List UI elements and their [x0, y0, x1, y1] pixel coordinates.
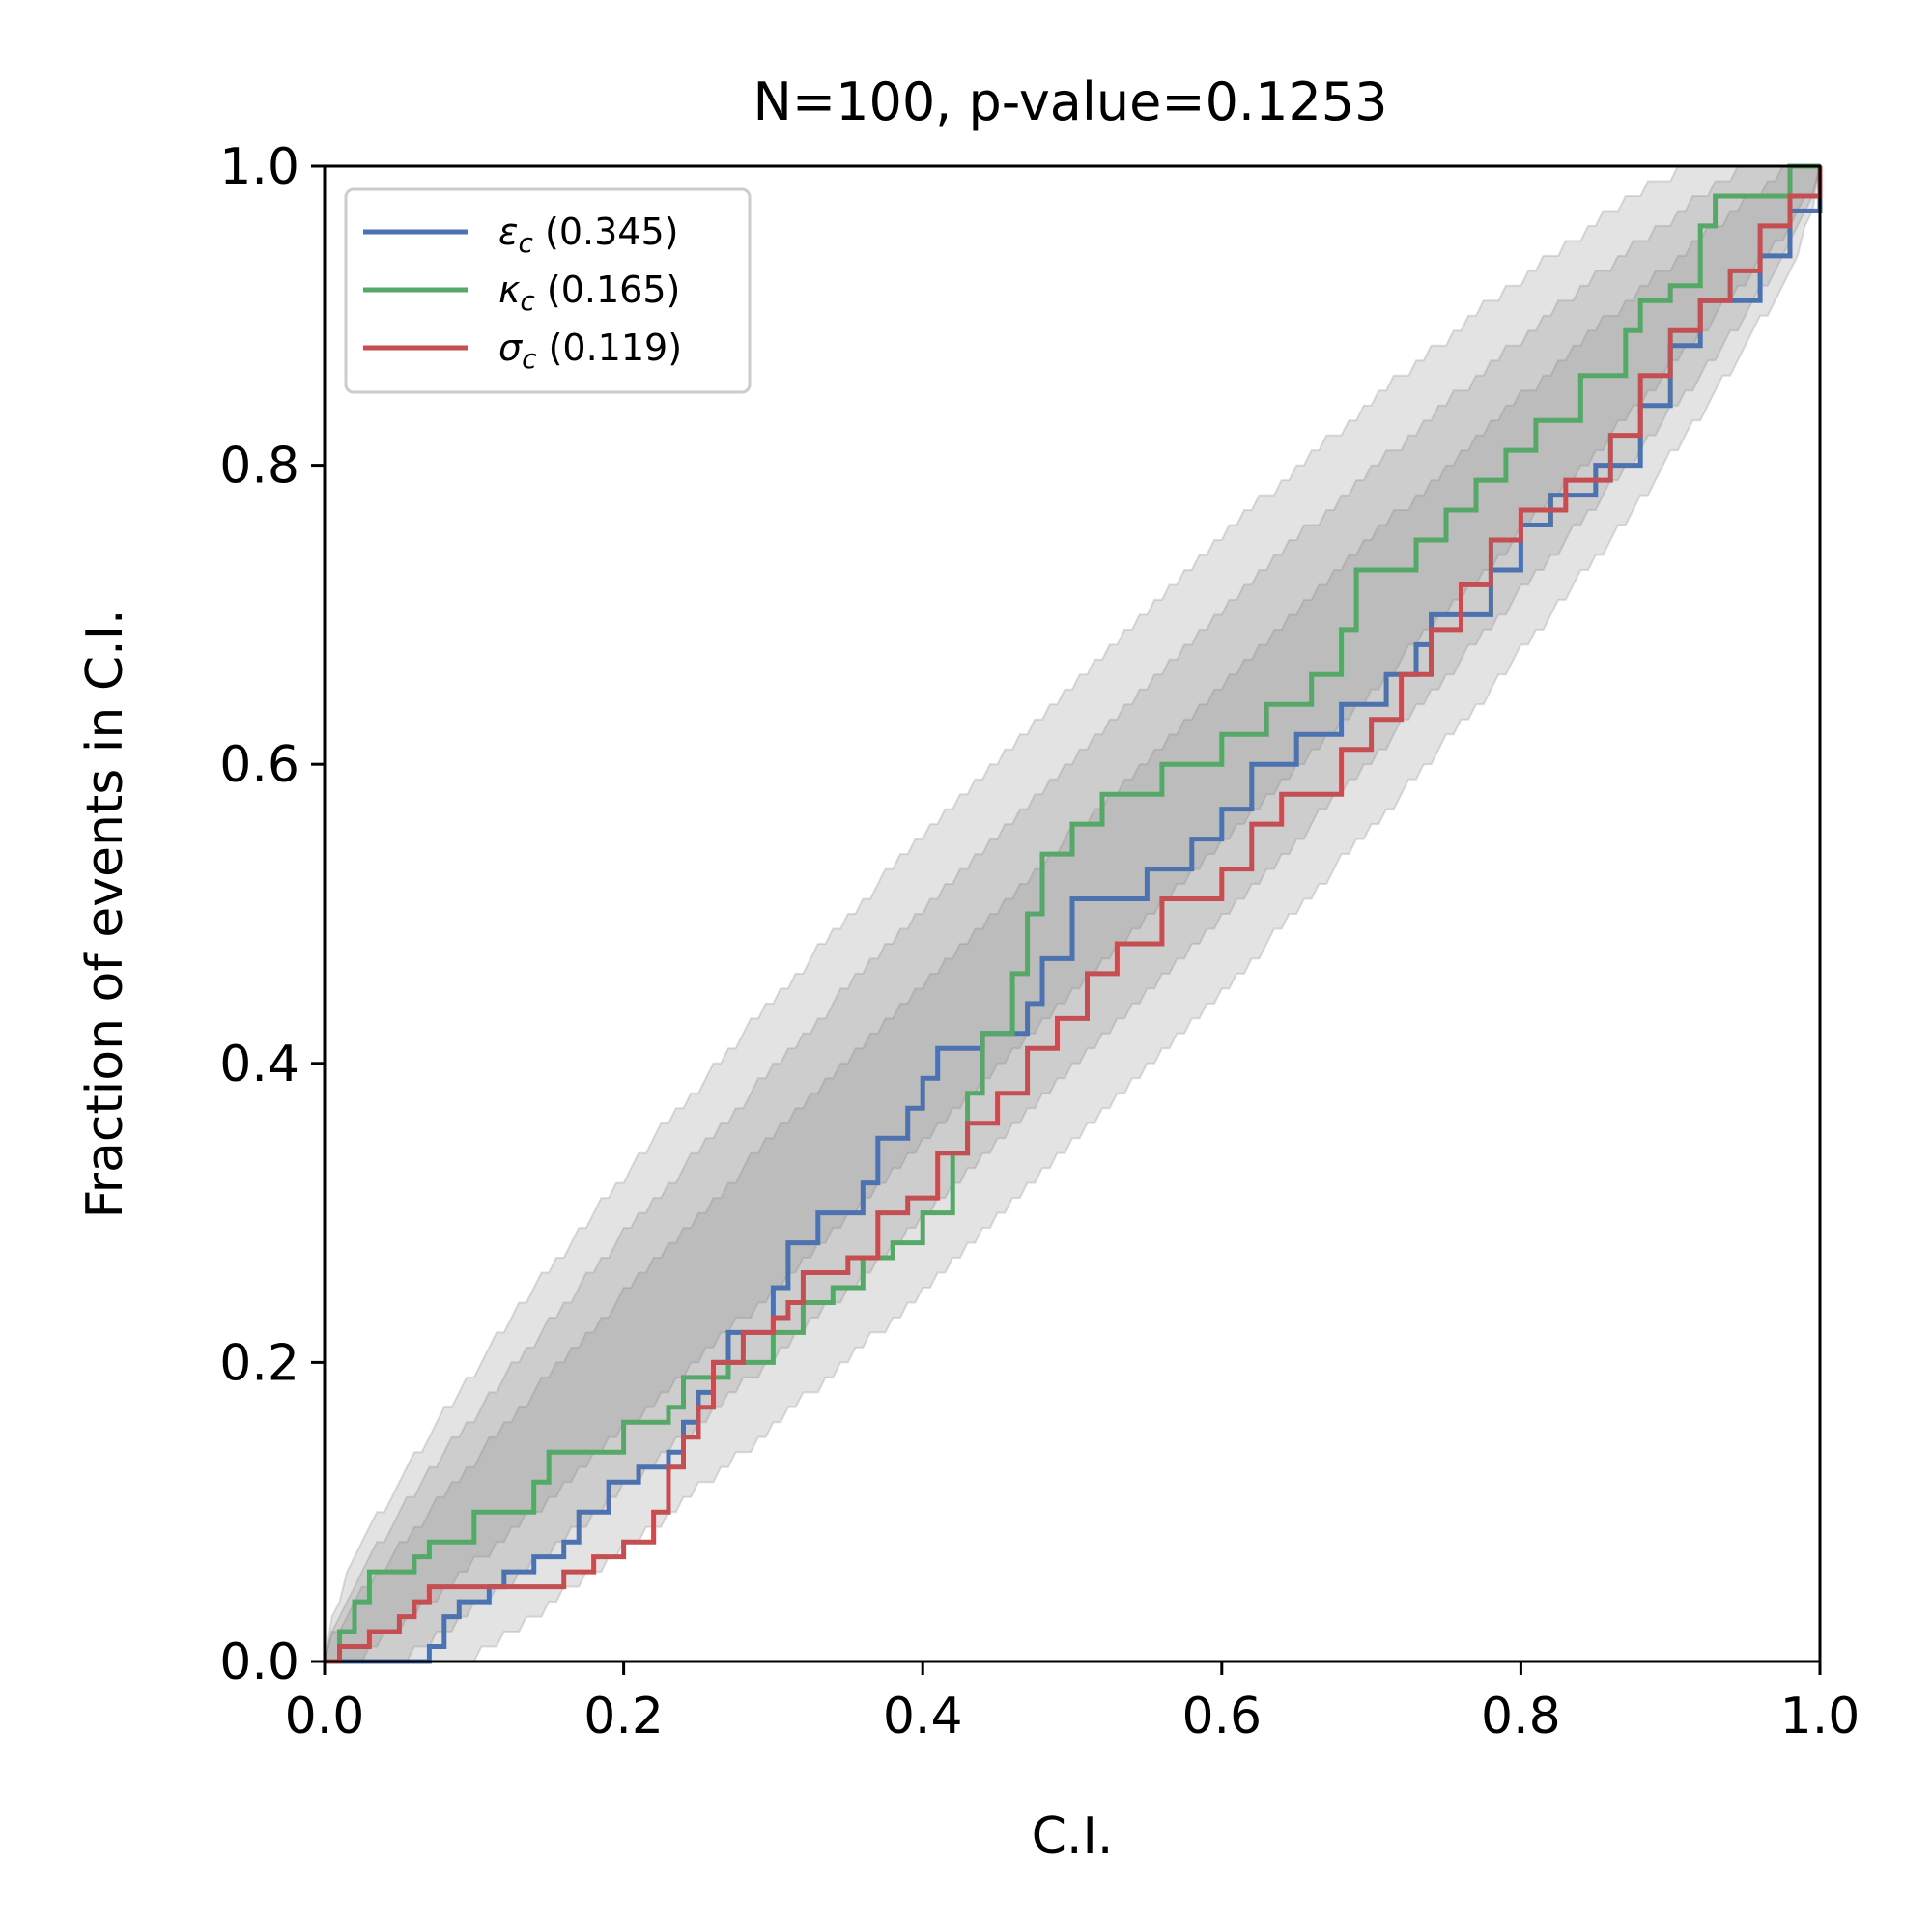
x-tick-label: 0.6 [1181, 1688, 1262, 1746]
legend-label-2: κc (0.165) [498, 269, 680, 317]
x-tick-label: 0.4 [883, 1688, 963, 1746]
x-axis-title: C.I. [1032, 1807, 1114, 1865]
legend-box [344, 187, 752, 394]
x-axis: 0.0 0.2 0.4 0.6 0.8 1.0 [285, 1662, 1861, 1746]
y-tick-label: 0.0 [219, 1634, 299, 1691]
series-line-2 [325, 163, 1820, 1664]
y-tick-label: 0.2 [219, 1334, 299, 1392]
x-tick-label: 0.8 [1481, 1688, 1561, 1746]
y-tick-label: 0.4 [219, 1036, 299, 1094]
y-axis-title: Fraction of events in C.I. [76, 609, 134, 1218]
y-axis: 0.0 0.2 0.4 0.6 0.8 1.0 [219, 138, 325, 1691]
chart-title: N=100, p-value=0.1253 [753, 71, 1387, 132]
x-tick-label: 0.0 [285, 1688, 365, 1746]
y-tick-label: 0.8 [219, 438, 299, 496]
legend-label-1: εc (0.345) [498, 211, 678, 259]
x-tick-label: 1.0 [1780, 1688, 1861, 1746]
legend: εc (0.345) κc (0.165) σc (0.119) [344, 187, 752, 394]
series-line-3 [325, 166, 1823, 1664]
plot-frame [323, 164, 1822, 1663]
y-tick-label: 1.0 [219, 138, 299, 196]
legend-label-3: σc (0.119) [498, 327, 682, 375]
series-line-1 [325, 166, 1823, 1664]
x-tick-label: 0.2 [583, 1688, 664, 1746]
y-tick-label: 0.6 [219, 736, 299, 794]
series-lines [325, 163, 1823, 1664]
